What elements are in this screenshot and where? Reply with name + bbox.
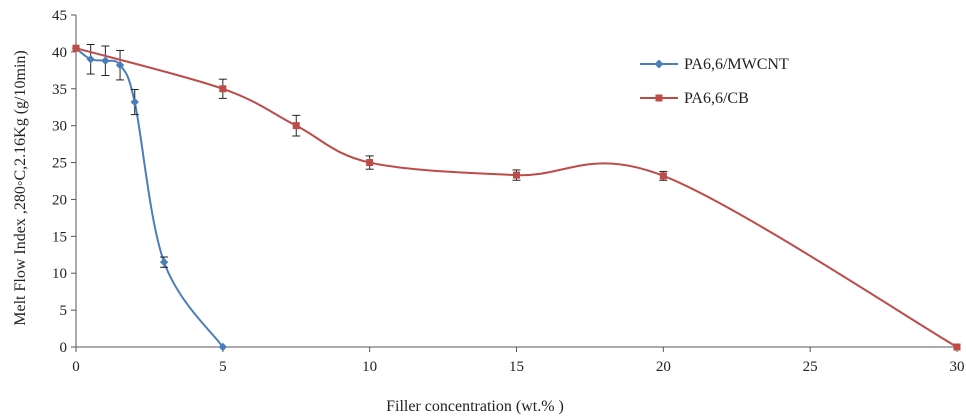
series-layer [71, 44, 961, 352]
legend-label: PA6,6/CB [684, 90, 749, 107]
data-point [292, 122, 300, 130]
data-point [953, 343, 961, 351]
series-line [75, 47, 224, 348]
legend-marker [654, 59, 664, 69]
data-point [101, 56, 110, 65]
series-2 [72, 44, 961, 351]
data-point [659, 172, 667, 180]
y-tick-label: 15 [52, 229, 67, 245]
y-tick-label: 30 [52, 119, 67, 135]
legend-label: PA6,6/MWCNT [684, 56, 789, 73]
data-point [513, 171, 520, 179]
x-tick-label: 15 [509, 359, 524, 375]
legend: PA6,6/MWCNT PA6,6/CB [640, 56, 789, 107]
legend-marker [655, 94, 663, 102]
y-axis-label: Melt Flow Index ,280◦C,2.16Kg (g/10min) [12, 50, 29, 325]
y-tick-label: 10 [52, 266, 67, 282]
axes: 0 5 10 15 20 25 30 35 40 45 0 5 10 15 20 25 30 [52, 8, 965, 375]
series-line [75, 47, 958, 348]
data-point [86, 55, 95, 64]
y-tick-label: 20 [52, 192, 67, 208]
data-point [115, 60, 125, 70]
legend-item-2: PA6,6/CB [640, 90, 749, 107]
x-tick-label: 30 [950, 359, 965, 375]
y-tick-label: 45 [52, 8, 67, 24]
legend-item-1: PA6,6/MWCNT [640, 56, 789, 73]
y-tick-label: 40 [52, 45, 67, 61]
y-tick-label: 0 [60, 340, 68, 356]
x-tick-label: 0 [72, 359, 80, 375]
data-point [219, 85, 227, 93]
x-axis-label: Filler concentration (wt.% ) [386, 398, 564, 415]
series-1 [71, 44, 228, 352]
y-tick-label: 5 [60, 303, 68, 319]
x-tick-label: 10 [362, 359, 377, 375]
y-tick-label: 35 [52, 82, 67, 98]
data-point [366, 159, 374, 167]
data-point [218, 342, 228, 352]
x-tick-label: 20 [656, 359, 671, 375]
x-tick-label: 25 [803, 359, 818, 375]
x-tick-label: 5 [219, 359, 227, 375]
data-point [159, 257, 169, 267]
data-point [130, 97, 139, 107]
data-point [72, 44, 80, 52]
y-tick-label: 25 [52, 156, 67, 172]
